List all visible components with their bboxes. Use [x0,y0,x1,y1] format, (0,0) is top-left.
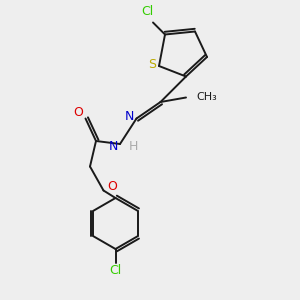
Text: N: N [109,140,118,154]
Text: Cl: Cl [110,264,122,278]
Text: Cl: Cl [141,5,153,18]
Text: S: S [148,58,156,71]
Text: O: O [107,179,117,193]
Text: CH₃: CH₃ [196,92,217,103]
Text: N: N [125,110,135,124]
Text: O: O [73,106,83,119]
Text: H: H [129,140,138,154]
